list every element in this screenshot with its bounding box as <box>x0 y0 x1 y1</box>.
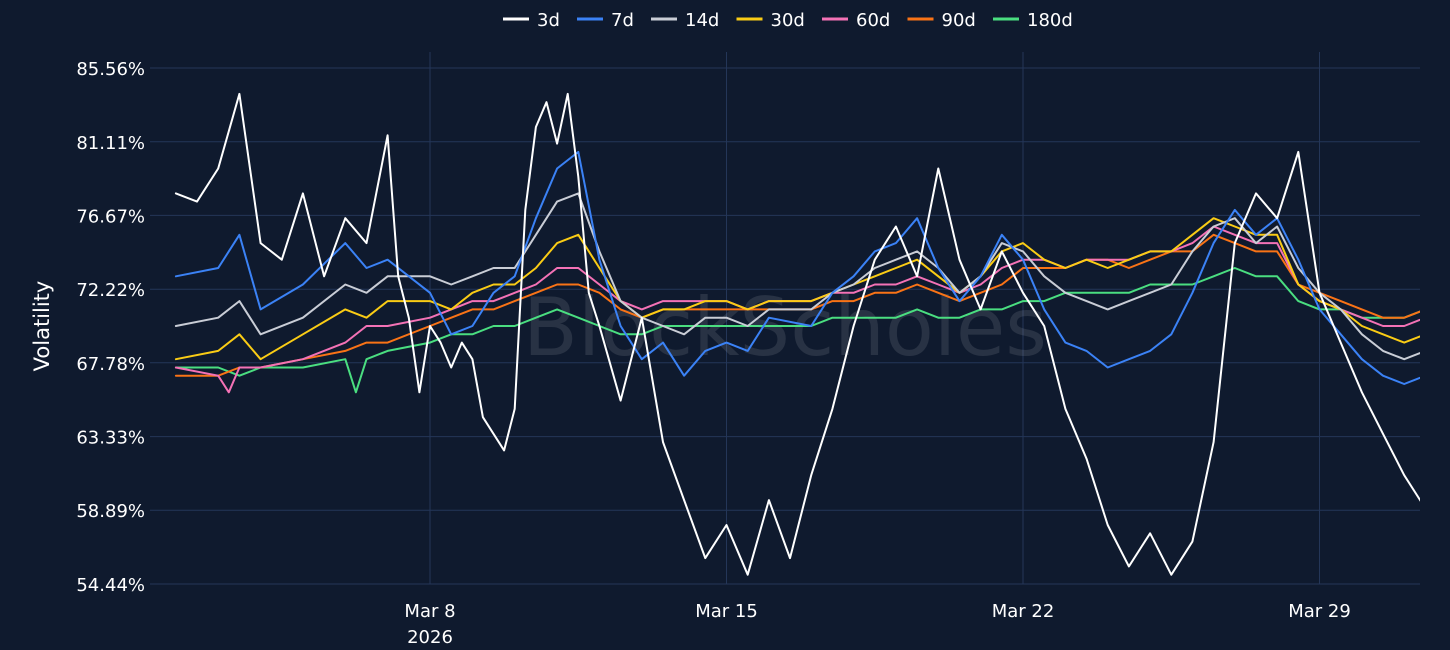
x-axis: Mar 8 2026 Mar 15 Mar 22 Mar 29 <box>404 601 1350 648</box>
legend-item-90d[interactable]: 90d <box>907 10 976 31</box>
legend-label-180d: 180d <box>1027 10 1073 31</box>
legend-item-30d[interactable]: 30d <box>736 10 805 31</box>
legend-label-7d: 7d <box>611 10 634 31</box>
x-tick-label: Mar 8 <box>404 601 455 622</box>
legend[interactable]: 3d 7d 14d 30d 60d 90d 180d <box>503 10 1073 31</box>
y-tick-label: 85.56% <box>76 59 145 80</box>
series-line-7d <box>174 150 1420 385</box>
y-tick-label: 76.67% <box>76 206 145 227</box>
y-tick-label: 67.78% <box>76 354 145 375</box>
legend-item-3d[interactable]: 3d <box>503 10 560 31</box>
legend-item-60d[interactable]: 60d <box>822 10 890 31</box>
grid <box>150 52 1420 585</box>
series-line-3d <box>174 92 1420 576</box>
legend-item-14d[interactable]: 14d <box>651 10 719 31</box>
x-tick-sublabel: 2026 <box>407 627 453 648</box>
legend-label-60d: 60d <box>856 10 890 31</box>
y-tick-label: 54.44% <box>76 575 145 596</box>
y-tick-label: 58.89% <box>76 501 145 522</box>
series-line-60d <box>174 225 1420 394</box>
x-tick-label: Mar 22 <box>992 601 1055 622</box>
legend-label-90d: 90d <box>942 10 976 31</box>
x-tick-label: Mar 29 <box>1288 601 1351 622</box>
legend-label-3d: 3d <box>537 10 560 31</box>
series-lines <box>174 92 1420 576</box>
legend-label-14d: 14d <box>685 10 719 31</box>
x-tick-label: Mar 15 <box>695 601 758 622</box>
legend-item-7d[interactable]: 7d <box>577 10 634 31</box>
legend-label-30d: 30d <box>771 10 805 31</box>
y-tick-label: 72.22% <box>76 280 145 301</box>
y-tick-label: 63.33% <box>76 428 145 449</box>
legend-item-180d[interactable]: 180d <box>993 10 1073 31</box>
series-line-30d <box>174 217 1420 361</box>
y-axis-title: Volatility <box>30 281 54 372</box>
series-line-90d <box>174 233 1420 377</box>
y-axis: 54.44% 58.89% 63.33% 67.78% 72.22% 76.67% 81.1… <box>76 59 145 596</box>
series-line-14d <box>174 192 1420 361</box>
y-tick-label: 81.11% <box>76 133 145 154</box>
